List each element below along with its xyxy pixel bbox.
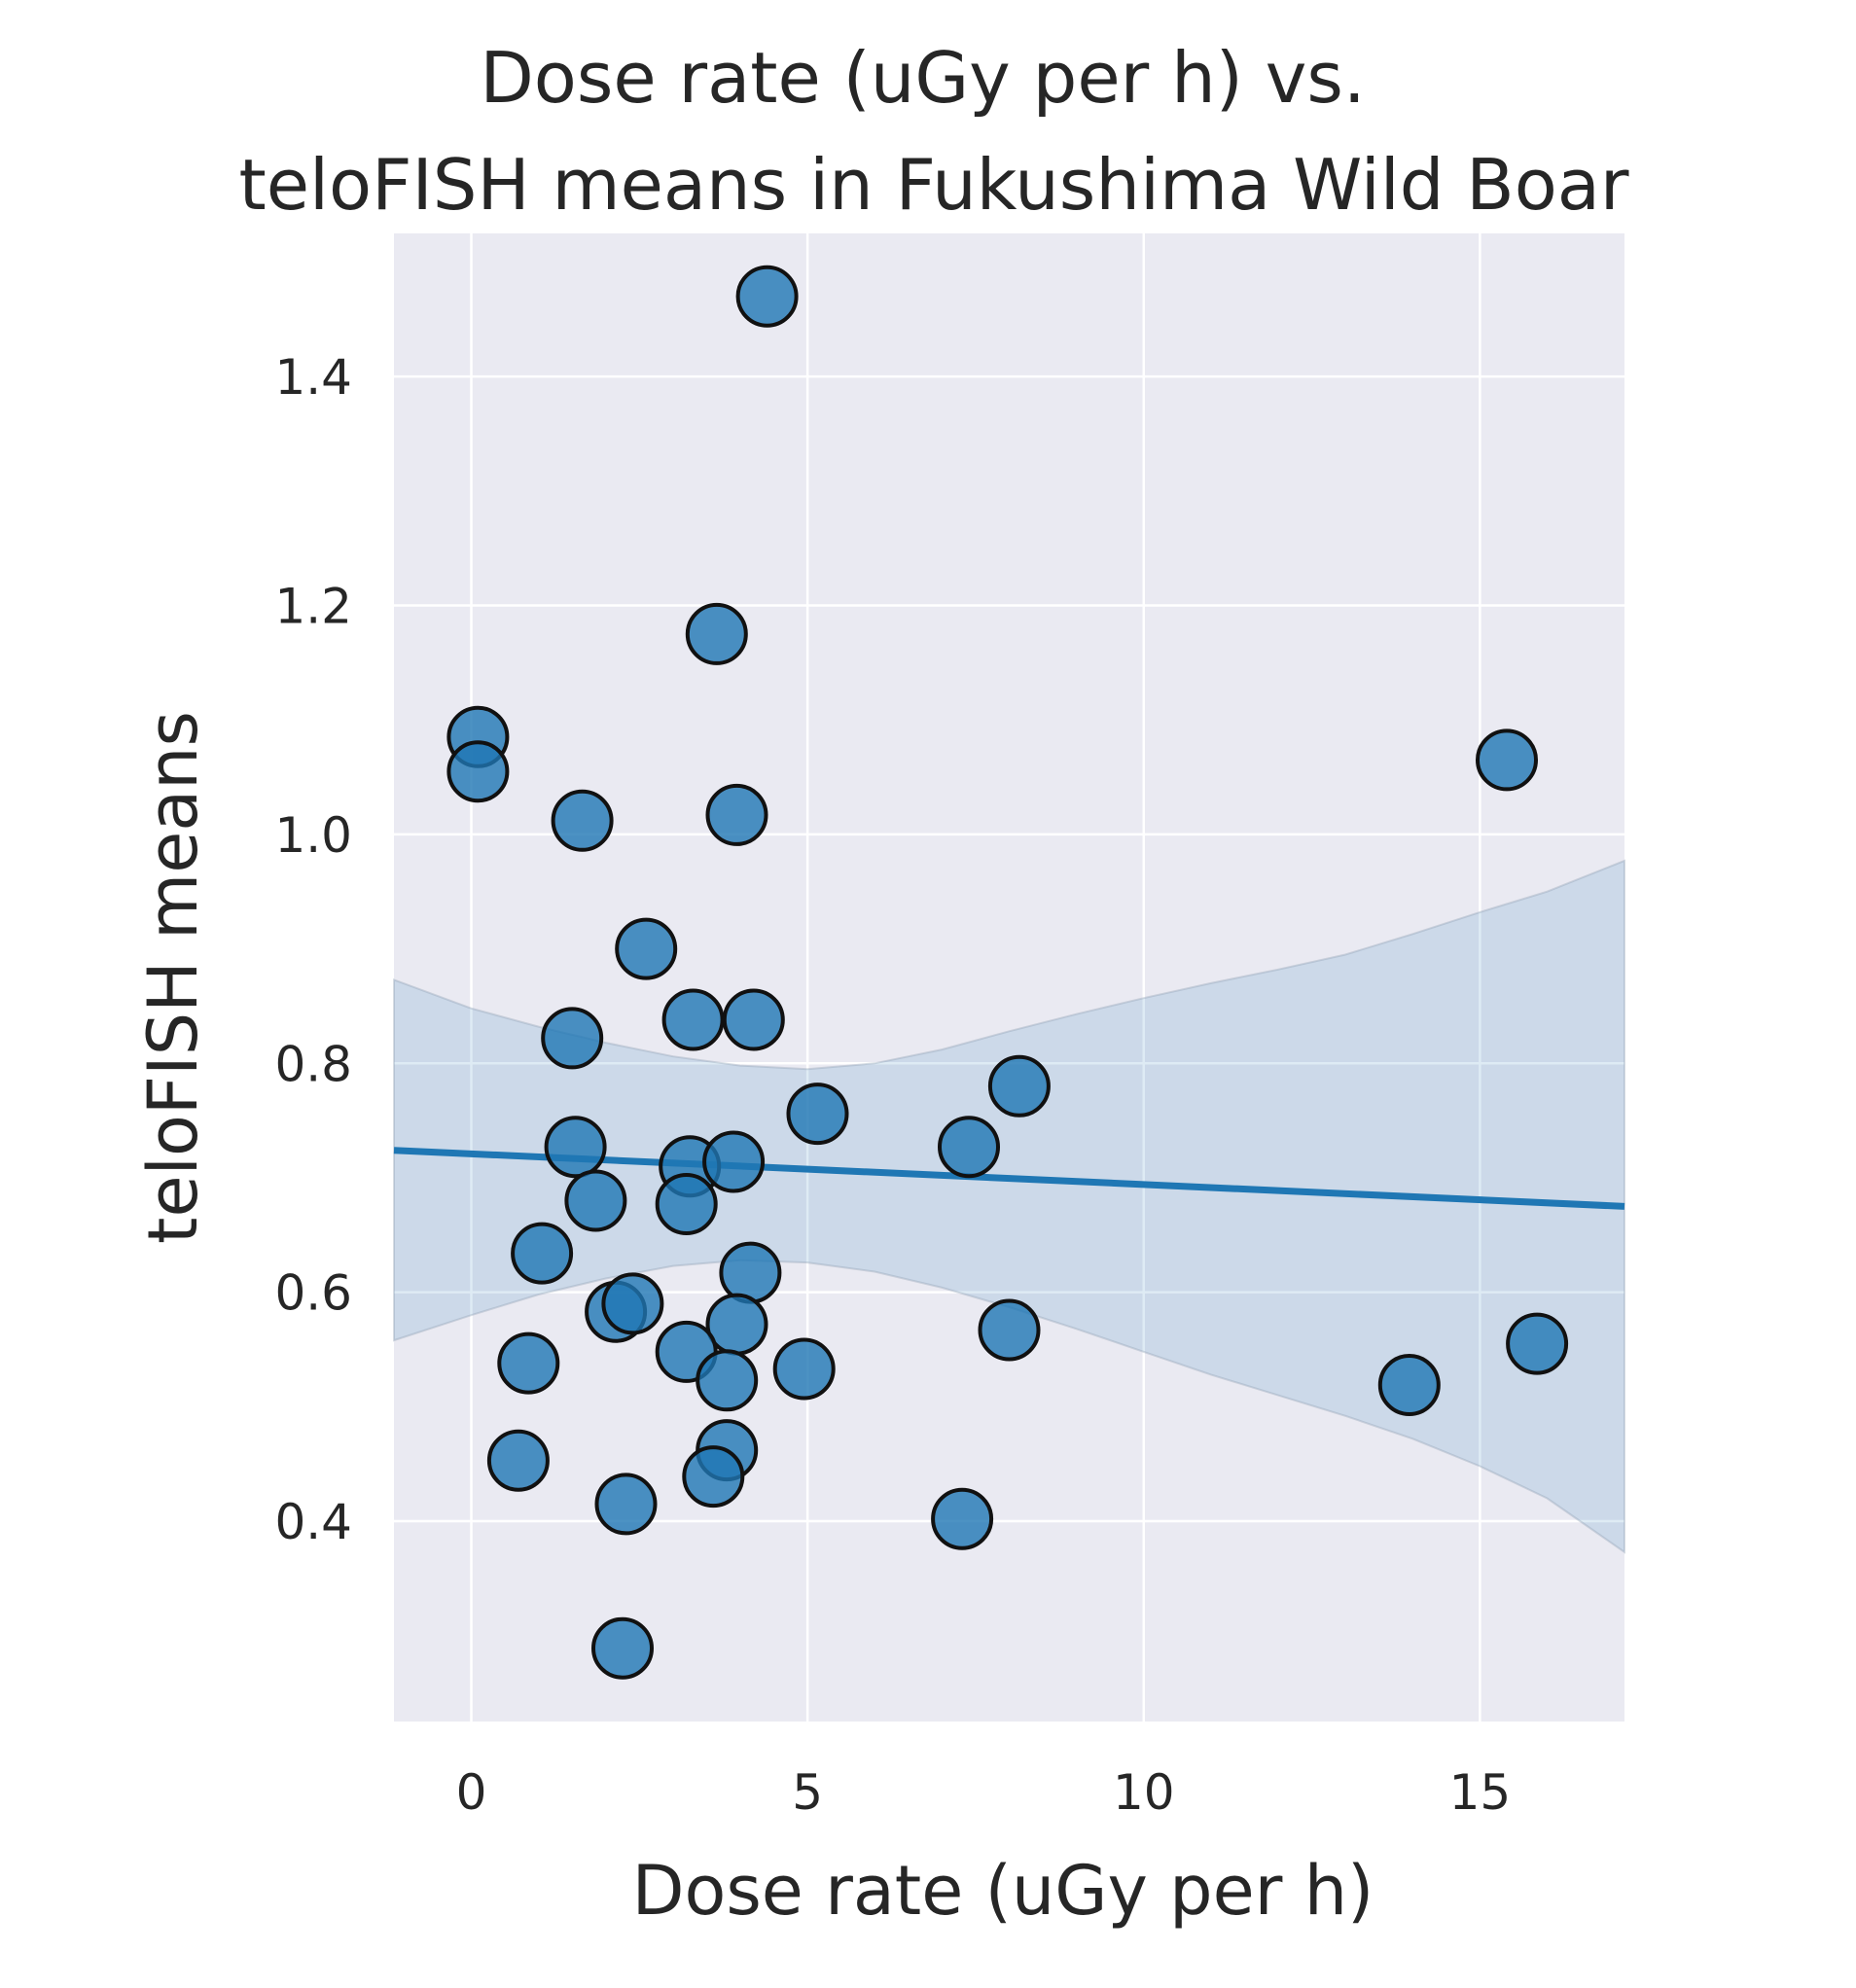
y-tick-label-5: 1.4 [274, 349, 352, 406]
data-points [446, 265, 1569, 1680]
data-point-24 [978, 1298, 1041, 1362]
data-point-32 [486, 1429, 550, 1492]
data-point-36 [591, 1616, 654, 1680]
chart-title-line-2: teloFISH means in Fukushima Wild Boar [239, 144, 1629, 226]
data-point-30 [1377, 1354, 1441, 1416]
y-tick-label-2: 0.8 [274, 1036, 352, 1092]
y-tick-label-1: 0.6 [274, 1265, 352, 1322]
y-tick-label-0: 0.4 [274, 1494, 352, 1550]
plot-area [394, 233, 1624, 1722]
data-point-7 [615, 917, 678, 980]
data-point-10 [541, 1007, 604, 1070]
data-point-34 [594, 1473, 658, 1536]
x-tick-labels: 0 5 10 15 [456, 1764, 1512, 1821]
data-point-20 [719, 1241, 782, 1304]
data-point-0 [735, 265, 799, 328]
chart-title: Dose rate (uGy per h) vs. teloFISH means… [239, 37, 1629, 226]
data-point-3 [446, 740, 510, 803]
data-point-35 [931, 1487, 994, 1550]
data-point-27 [497, 1331, 560, 1395]
x-tick-label-2: 10 [1113, 1764, 1175, 1821]
data-point-14 [544, 1116, 607, 1179]
y-tick-label-4: 1.2 [274, 579, 352, 635]
data-point-33 [682, 1445, 745, 1509]
x-gridlines [470, 233, 1481, 1722]
data-point-17 [655, 1173, 718, 1235]
data-point-22 [601, 1272, 664, 1335]
chart-title-line-1: Dose rate (uGy per h) vs. [480, 37, 1365, 119]
x-axis-label: Dose rate (uGy per h) [632, 1851, 1374, 1931]
data-point-6 [705, 783, 768, 846]
y-tick-label-3: 1.0 [274, 807, 352, 864]
data-point-25 [1506, 1312, 1569, 1375]
data-point-12 [786, 1083, 849, 1146]
data-point-29 [696, 1349, 759, 1412]
y-tick-labels: 0.4 0.6 0.8 1.0 1.2 1.4 [274, 349, 352, 1550]
data-point-13 [938, 1116, 1000, 1179]
data-point-19 [511, 1222, 574, 1285]
y-axis-label: teloFISH means [133, 711, 213, 1244]
data-point-11 [987, 1054, 1051, 1118]
data-point-28 [772, 1337, 836, 1401]
x-tick-label-0: 0 [456, 1764, 487, 1821]
data-point-8 [661, 988, 725, 1051]
data-point-9 [722, 988, 785, 1051]
data-point-4 [1476, 728, 1538, 792]
x-tick-label-3: 15 [1449, 1764, 1512, 1821]
data-point-16 [702, 1130, 766, 1193]
data-point-1 [685, 602, 748, 665]
x-tick-label-1: 5 [792, 1764, 823, 1821]
data-point-18 [564, 1169, 627, 1232]
data-point-5 [551, 789, 614, 852]
